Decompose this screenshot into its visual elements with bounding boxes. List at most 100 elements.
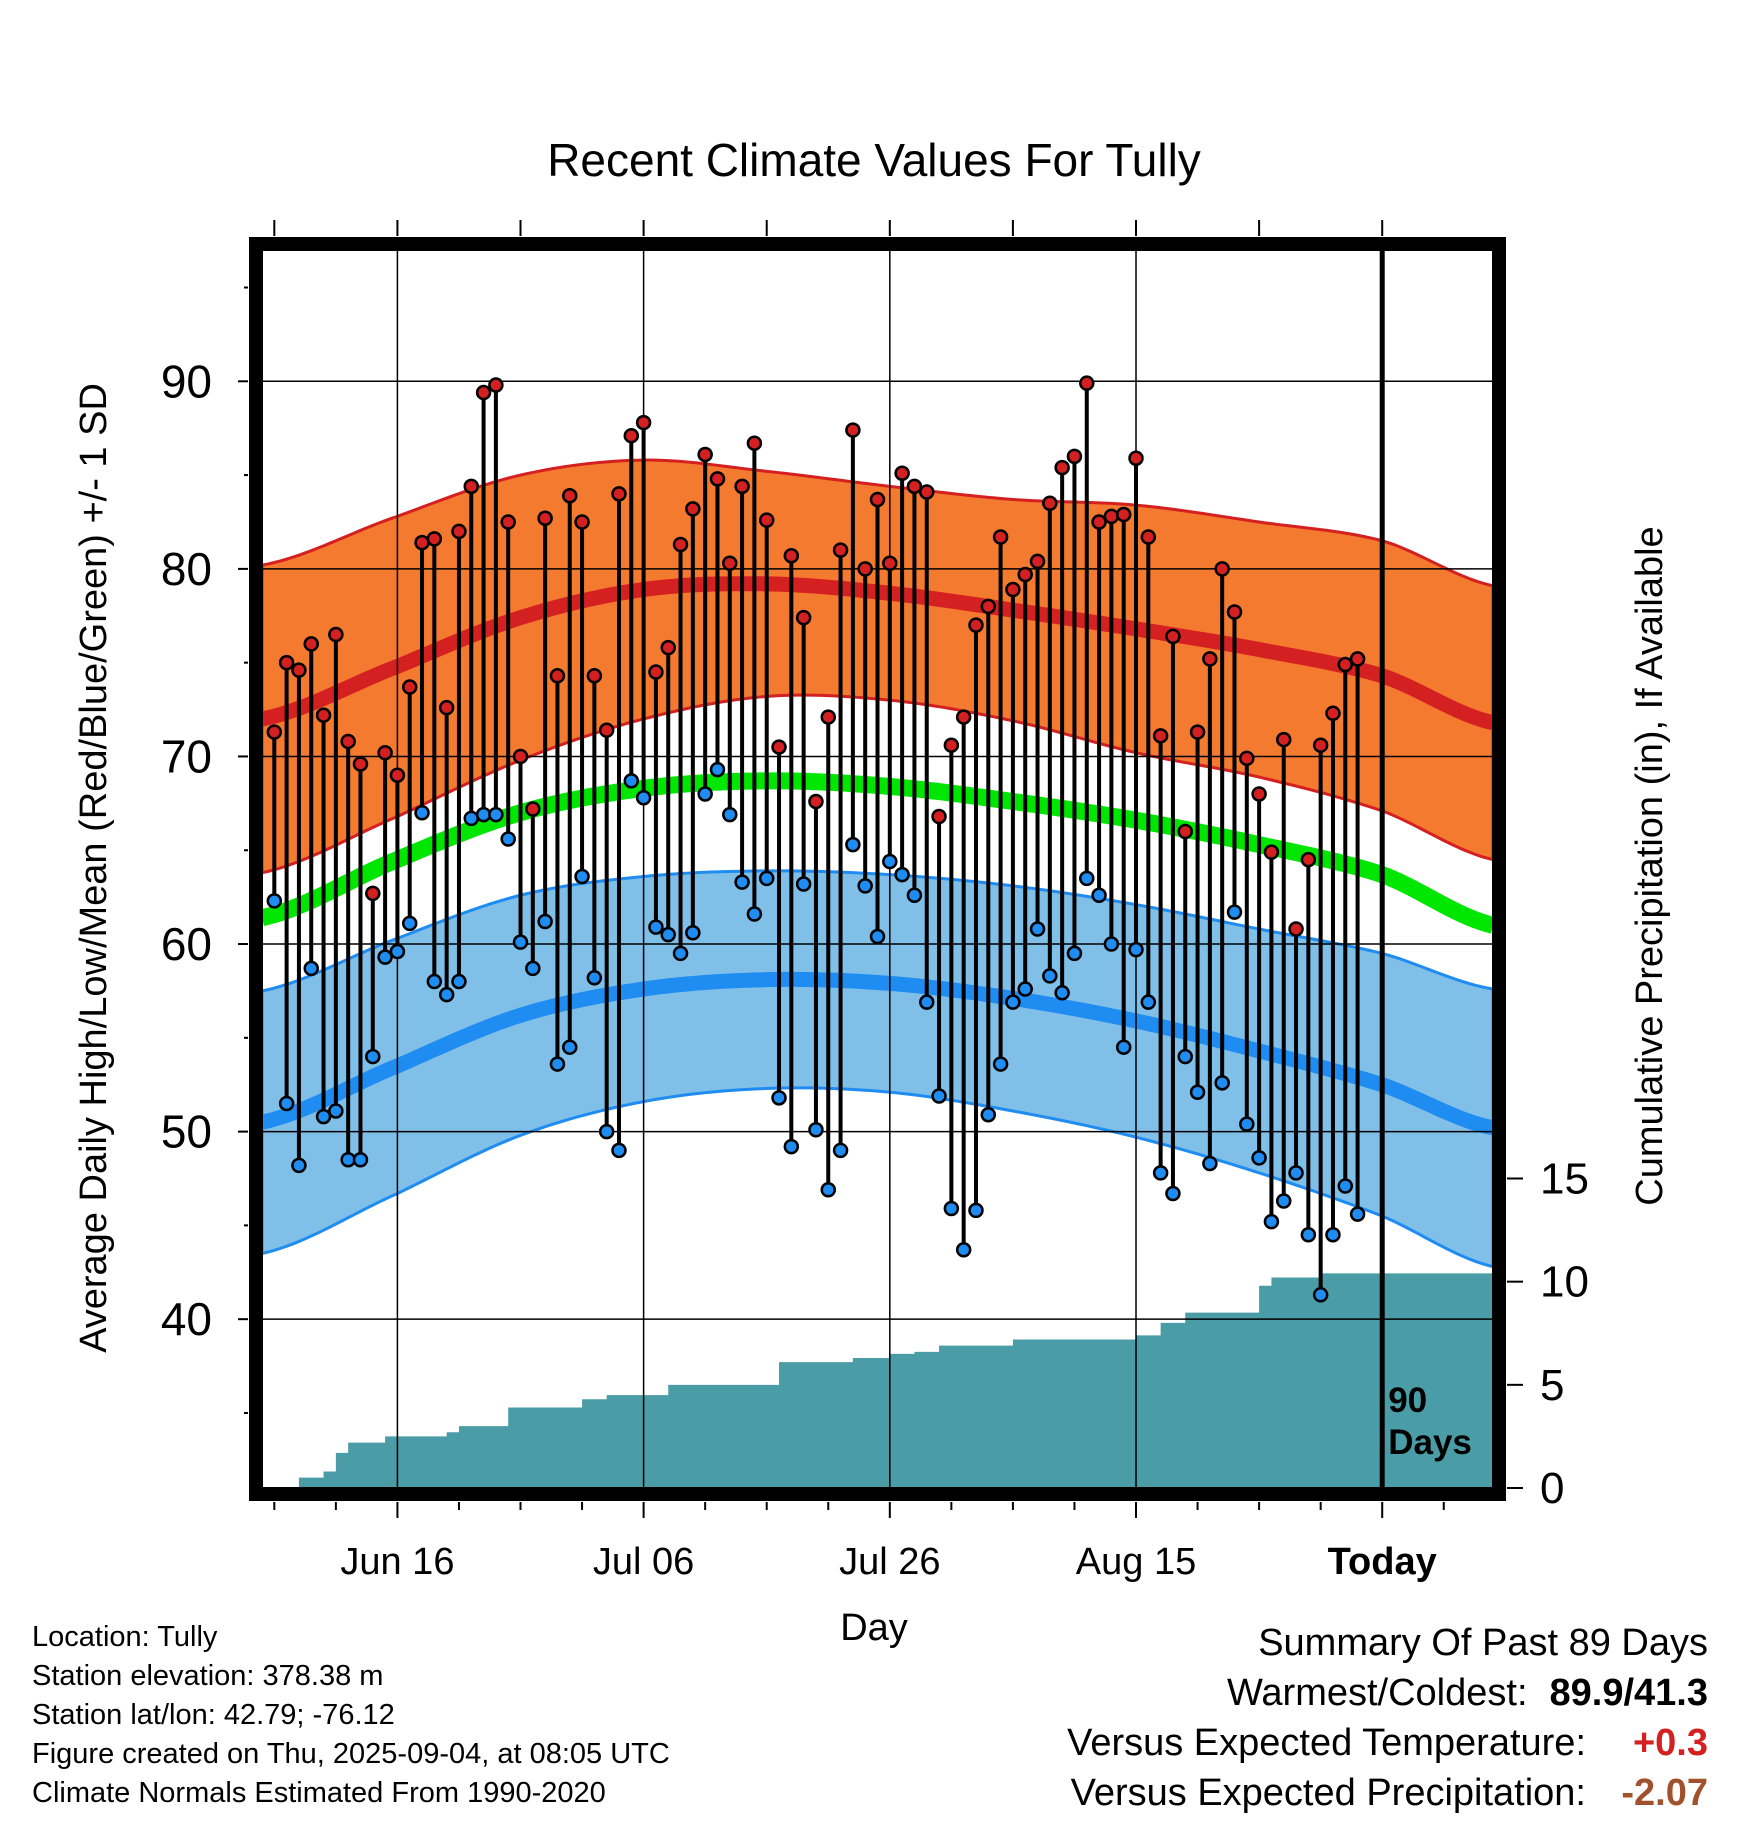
daily-high-point bbox=[685, 501, 701, 517]
precip-value: -2.07 bbox=[1621, 1772, 1708, 1814]
daily-high-point bbox=[475, 384, 492, 401]
daily-low-point bbox=[1251, 1150, 1267, 1166]
daily-low-point bbox=[414, 804, 430, 821]
daily-low-point bbox=[758, 870, 775, 887]
warm-cold-value: 89.9/41.3 bbox=[1549, 1672, 1708, 1714]
daily-high-point bbox=[1103, 508, 1120, 525]
precip-layer bbox=[274, 1273, 1493, 1488]
daily-high-point bbox=[1152, 728, 1169, 744]
daily-high-point bbox=[451, 523, 467, 540]
chart-title: Recent Climate Values For Tully bbox=[547, 134, 1201, 186]
daily-low-point bbox=[266, 893, 283, 909]
daily-high-point bbox=[1029, 553, 1046, 570]
plot-frame bbox=[249, 237, 1506, 1501]
daily-high-point bbox=[463, 478, 480, 495]
daily-high-point bbox=[303, 636, 319, 652]
info-location: Location: Tully bbox=[32, 1621, 218, 1653]
daily-high-point bbox=[1005, 581, 1021, 598]
axes: 40 50 60 70 80 90 0 5 10 15 Jun 16 Jul 06 Jul 26 Aug … bbox=[161, 220, 1589, 1583]
daily-high-point bbox=[1300, 851, 1317, 868]
daily-low-point bbox=[278, 1095, 295, 1112]
daily-high-point bbox=[1337, 656, 1354, 673]
daily-low-point bbox=[1300, 1227, 1317, 1243]
daily-low-point bbox=[685, 925, 701, 941]
daily-low-point bbox=[820, 1182, 837, 1198]
daily-low-point bbox=[562, 1039, 578, 1055]
daily-high-point bbox=[795, 609, 812, 626]
daily-low-point bbox=[475, 806, 492, 823]
daily-high-point bbox=[365, 885, 381, 902]
daily-high-point bbox=[611, 486, 627, 502]
daily-high-point bbox=[869, 491, 886, 508]
daily-low-point bbox=[672, 945, 689, 962]
y2-axis-label: Cumulative Precipitation (in), If Availa… bbox=[1629, 526, 1671, 1205]
daily-low-point bbox=[500, 831, 516, 847]
y-axis-label: Average Daily High/Low/Mean (Red/Blue/Gr… bbox=[73, 383, 115, 1353]
daily-low-point bbox=[352, 1151, 369, 1168]
info-normals: Climate Normals Estimated From 1990-2020 bbox=[32, 1777, 606, 1809]
daily-low-point bbox=[906, 887, 923, 904]
daily-high-point bbox=[734, 478, 750, 495]
daily-low-point bbox=[598, 1123, 615, 1140]
x-tick-label: Today bbox=[1328, 1541, 1437, 1583]
daily-high-point bbox=[512, 748, 529, 765]
daily-high-point bbox=[488, 377, 504, 393]
daily-low-point bbox=[746, 906, 763, 922]
daily-low-point bbox=[389, 943, 406, 960]
daily-high-point bbox=[377, 744, 393, 761]
daily-high-point bbox=[1214, 561, 1230, 577]
daily-low-point bbox=[1312, 1287, 1329, 1303]
daily-low-point bbox=[1079, 870, 1095, 887]
daily-low-point bbox=[1349, 1206, 1366, 1222]
daily-high-point bbox=[918, 484, 935, 500]
daily-high-point bbox=[1189, 724, 1206, 740]
x-tick-label: Aug 15 bbox=[1076, 1541, 1196, 1583]
daily-high-point bbox=[500, 514, 516, 530]
daily-low-point bbox=[1017, 981, 1033, 997]
daily-high-point bbox=[931, 808, 947, 825]
daily-low-point bbox=[328, 1103, 344, 1119]
daily-high-point bbox=[1165, 628, 1181, 645]
summary-warm-cold: Warmest/Coldest: 89.9/41.3 bbox=[1067, 1668, 1708, 1718]
temp-label: Versus Expected Temperature: bbox=[1067, 1722, 1586, 1764]
x-tick-label: Jul 06 bbox=[593, 1541, 694, 1583]
daily-low-point bbox=[1091, 887, 1107, 904]
daily-high-point bbox=[401, 679, 418, 695]
daily-low-point bbox=[869, 928, 886, 945]
daily-low-point bbox=[931, 1088, 947, 1104]
temp-value: +0.3 bbox=[1632, 1722, 1708, 1764]
y2-tick-label: 5 bbox=[1540, 1361, 1564, 1410]
daily-low-point bbox=[1239, 1116, 1255, 1132]
daily-high-point bbox=[1066, 448, 1083, 465]
daily-low-point bbox=[1140, 994, 1157, 1010]
daily-high-point bbox=[672, 536, 689, 553]
daily-high-point bbox=[1239, 750, 1255, 767]
daily-low-point bbox=[451, 973, 467, 990]
daily-high-point bbox=[562, 487, 578, 504]
daily-low-point bbox=[1066, 945, 1083, 962]
daily-low-point bbox=[1202, 1155, 1218, 1172]
daily-high-point bbox=[955, 709, 972, 725]
daily-low-point bbox=[586, 970, 603, 986]
info-latlon: Station lat/lon: 42.79; -76.12 bbox=[32, 1699, 395, 1731]
daily-high-point bbox=[1202, 651, 1218, 667]
daily-high-point bbox=[894, 465, 910, 481]
daily-low-point bbox=[697, 786, 713, 802]
daily-high-point bbox=[586, 668, 603, 684]
daily-high-point bbox=[438, 699, 455, 716]
daily-high-point bbox=[1115, 506, 1132, 523]
daily-low-point bbox=[955, 1242, 972, 1258]
daily-low-point bbox=[291, 1157, 307, 1174]
y-tick-label: 80 bbox=[161, 543, 212, 595]
daily-low-point bbox=[315, 1108, 332, 1125]
daily-high-point bbox=[1017, 566, 1033, 583]
daily-low-point bbox=[980, 1106, 997, 1123]
daily-high-point bbox=[598, 722, 615, 738]
daily-low-point bbox=[709, 761, 726, 778]
daily-high-point bbox=[328, 626, 344, 643]
daily-low-point bbox=[845, 836, 861, 853]
daily-high-point bbox=[992, 529, 1009, 545]
daily-low-point bbox=[783, 1138, 800, 1155]
summary-precip: Versus Expected Precipitation: -2.07 bbox=[1067, 1768, 1708, 1818]
daily-low-point bbox=[894, 866, 910, 883]
